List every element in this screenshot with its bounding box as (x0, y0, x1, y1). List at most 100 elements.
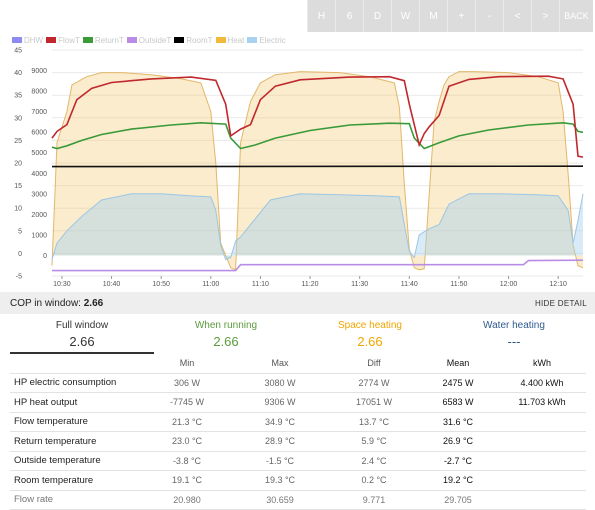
row-kwh: 4.400 kWh (498, 373, 586, 393)
row-kwh (498, 432, 586, 452)
tab-space-heating[interactable]: Space heating 2.66 (298, 316, 442, 354)
y-left-tick-label: -5 (16, 274, 22, 281)
row-mean: -2.7 °C (418, 451, 498, 471)
y-right-tick-label: 0 (43, 253, 47, 260)
row-mean: 2475 W (418, 373, 498, 393)
header-mean: Mean (418, 354, 498, 373)
y-left-tick-label: 10 (14, 206, 22, 213)
row-name: Return temperature (10, 432, 144, 452)
row-max: 3080 W (230, 373, 330, 393)
six-hour-button[interactable]: 6 (335, 0, 363, 32)
tab-full-window[interactable]: Full window 2.66 (10, 316, 154, 354)
row-mean: 19.2 °C (418, 471, 498, 491)
legend-swatch (12, 37, 22, 43)
header-name (10, 354, 144, 373)
header-max: Max (230, 354, 330, 373)
zoom-out-button[interactable]: - (475, 0, 503, 32)
cop-value: 2.66 (84, 298, 103, 309)
x-tick-label: 10:40 (103, 281, 121, 288)
x-tick-label: 11:50 (450, 281, 467, 288)
series-electric-area (52, 194, 583, 260)
row-name: Flow temperature (10, 412, 144, 432)
heatpump-chart[interactable]: 454035302520151050-590008000700060005000… (0, 44, 595, 290)
row-min: 21.3 °C (144, 412, 230, 432)
tab-label: Space heating (298, 320, 442, 331)
x-tick-label: 10:30 (53, 281, 71, 288)
row-min: 306 W (144, 373, 230, 393)
y-left-tick-label: 0 (18, 251, 22, 258)
row-name: HP heat output (10, 393, 144, 413)
row-min: -3.8 °C (144, 451, 230, 471)
series-outsidet-line (52, 260, 583, 270)
table-row: HP electric consumption 306 W 3080 W 277… (10, 373, 586, 393)
table-row: Outside temperature -3.8 °C -1.5 °C 2.4 … (10, 451, 586, 471)
y-left-tick-label: 20 (14, 161, 22, 168)
row-max: 28.9 °C (230, 432, 330, 452)
y-right-tick-label: 2000 (31, 212, 47, 219)
table-row: Flow temperature 21.3 °C 34.9 °C 13.7 °C… (10, 412, 586, 432)
x-tick-label: 12:10 (549, 281, 567, 288)
tab-when-running[interactable]: When running 2.66 (154, 316, 298, 354)
y-right-tick-label: 6000 (31, 130, 47, 137)
tab-value: 2.66 (10, 334, 154, 349)
hide-detail-button[interactable]: HIDE DETAIL (535, 299, 587, 308)
x-tick-label: 11:10 (252, 281, 269, 288)
table-row: Room temperature 19.1 °C 19.3 °C 0.2 °C … (10, 471, 586, 491)
stats-table: Min Max Diff Mean kWh HP electric consum… (10, 354, 586, 510)
x-tick-label: 11:00 (202, 281, 219, 288)
cop-summary: COP in window: 2.66 (10, 298, 103, 309)
pan-left-button[interactable]: < (503, 0, 531, 32)
row-diff: 13.7 °C (330, 412, 418, 432)
hour-button[interactable]: H (307, 0, 335, 32)
y-left-tick-label: 5 (18, 228, 22, 235)
x-tick-label: 11:20 (302, 281, 319, 288)
row-min: 19.1 °C (144, 471, 230, 491)
table-row: Return temperature 23.0 °C 28.9 °C 5.9 °… (10, 432, 586, 452)
y-left-tick-label: 35 (14, 93, 22, 100)
row-diff: 2.4 °C (330, 451, 418, 471)
zoom-in-button[interactable]: + (447, 0, 475, 32)
row-name: HP electric consumption (10, 373, 144, 393)
row-max: -1.5 °C (230, 451, 330, 471)
y-right-tick-label: 5000 (31, 150, 47, 157)
tab-value: 2.66 (154, 334, 298, 349)
row-kwh: 11.703 kWh (498, 393, 586, 413)
cop-tabs: Full window 2.66 When running 2.66 Space… (10, 316, 586, 354)
tab-label: Water heating (442, 320, 586, 331)
legend-swatch (46, 37, 56, 43)
row-mean: 26.9 °C (418, 432, 498, 452)
x-tick-label: 12:00 (500, 281, 518, 288)
x-tick-label: 10:50 (152, 281, 170, 288)
day-button[interactable]: D (363, 0, 391, 32)
header-kwh: kWh (498, 354, 586, 373)
tab-value: 2.66 (298, 334, 442, 349)
x-tick-label: 11:40 (401, 281, 418, 288)
row-mean: 31.6 °C (418, 412, 498, 432)
y-right-tick-label: 1000 (31, 232, 47, 239)
y-left-tick-label: 25 (14, 138, 22, 145)
row-min: 23.0 °C (144, 432, 230, 452)
row-diff: 2774 W (330, 373, 418, 393)
week-button[interactable]: W (391, 0, 419, 32)
legend-swatch (83, 37, 93, 43)
table-row: HP heat output -7745 W 9306 W 17051 W 65… (10, 393, 586, 413)
row-diff: 17051 W (330, 393, 418, 413)
legend-swatch (174, 37, 184, 43)
tab-water-heating[interactable]: Water heating --- (442, 316, 586, 354)
back-button[interactable]: BACK (559, 0, 593, 32)
month-button[interactable]: M (419, 0, 447, 32)
row-min: -7745 W (144, 393, 230, 413)
row-kwh (498, 412, 586, 432)
y-right-tick-label: 7000 (31, 109, 47, 116)
pan-right-button[interactable]: > (531, 0, 559, 32)
row-kwh (498, 451, 586, 471)
row-max: 9306 W (230, 393, 330, 413)
time-navigation: H 6 D W M + - < > BACK (307, 0, 593, 32)
y-right-tick-label: 9000 (31, 68, 47, 75)
y-left-tick-label: 45 (14, 48, 22, 55)
y-right-tick-label: 4000 (31, 171, 47, 178)
row-mean: 6583 W (418, 393, 498, 413)
tab-value: --- (442, 334, 586, 349)
y-left-tick-label: 15 (14, 183, 22, 190)
y-right-tick-label: 8000 (31, 89, 47, 96)
